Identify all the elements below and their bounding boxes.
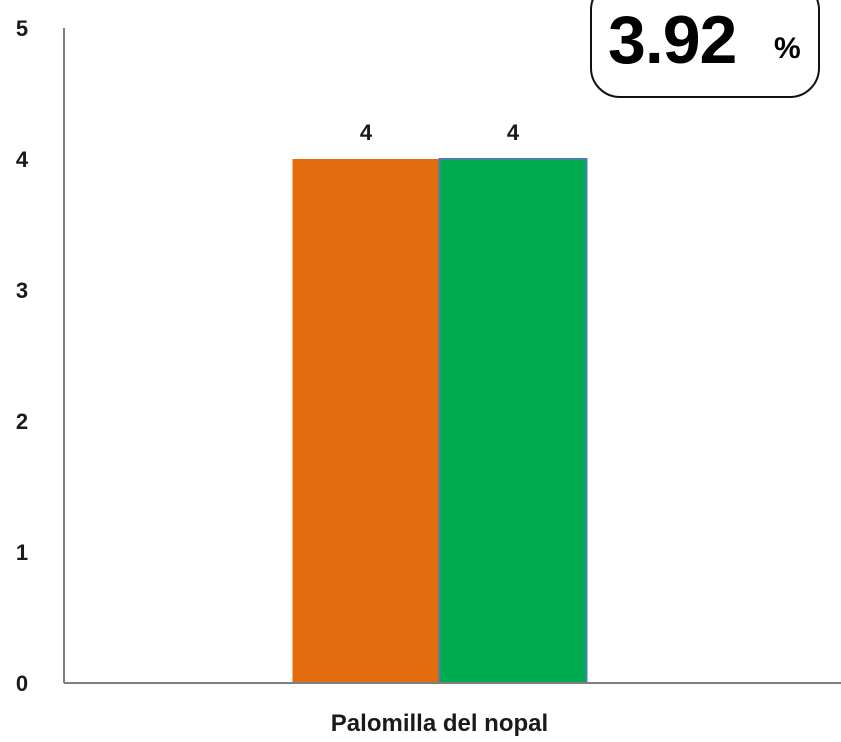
y-axis-tick-labels: 0 1 2 3 4 5 bbox=[16, 16, 29, 696]
bar-data-label: 4 bbox=[360, 120, 373, 145]
x-axis-tick-labels: Palomilla del nopal bbox=[331, 710, 548, 737]
y-tick-label: 5 bbox=[16, 16, 28, 41]
x-tick-label: Palomilla del nopal bbox=[331, 710, 548, 737]
y-tick-label: 1 bbox=[16, 540, 28, 565]
bar-series-1 bbox=[292, 159, 440, 683]
kpi-unit: % bbox=[774, 32, 801, 65]
y-tick-label: 3 bbox=[16, 278, 28, 303]
bars bbox=[292, 158, 588, 684]
kpi-box: 3.92 % bbox=[590, 0, 820, 98]
y-tick-label: 4 bbox=[16, 147, 29, 172]
y-tick-label: 0 bbox=[16, 671, 28, 696]
bar-data-label: 4 bbox=[507, 120, 520, 145]
kpi-value: 3.92 bbox=[608, 2, 737, 78]
bar-series-2 bbox=[438, 158, 588, 684]
y-tick-label: 2 bbox=[16, 409, 28, 434]
